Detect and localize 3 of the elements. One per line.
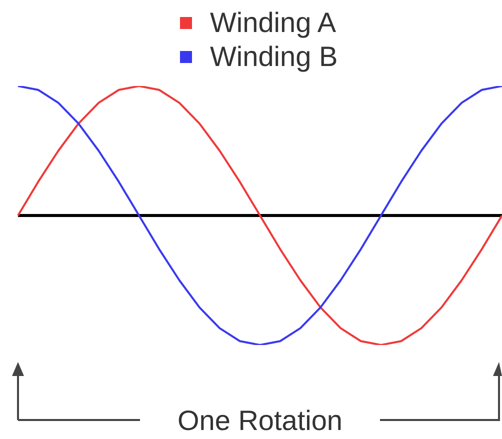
legend-label: Winding A [210,7,336,39]
legend-label: Winding B [210,41,338,73]
text: One Rotation [178,405,342,436]
